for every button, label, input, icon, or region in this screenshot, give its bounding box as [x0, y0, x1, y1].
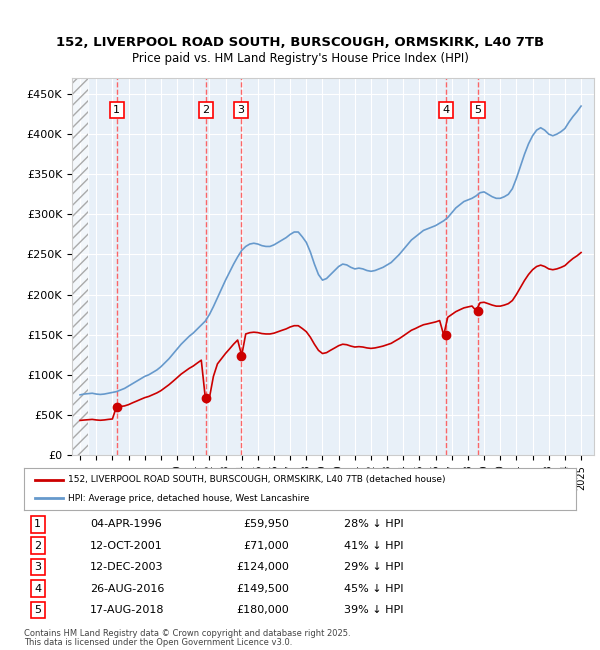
Text: £71,000: £71,000 [243, 541, 289, 551]
Text: 5: 5 [475, 105, 482, 115]
Text: 2: 2 [202, 105, 209, 115]
Text: £124,000: £124,000 [236, 562, 289, 572]
Text: Price paid vs. HM Land Registry's House Price Index (HPI): Price paid vs. HM Land Registry's House … [131, 52, 469, 65]
Text: 04-APR-1996: 04-APR-1996 [90, 519, 162, 529]
Text: £59,950: £59,950 [243, 519, 289, 529]
Text: 12-DEC-2003: 12-DEC-2003 [90, 562, 164, 572]
Text: 4: 4 [34, 584, 41, 593]
Text: 4: 4 [443, 105, 449, 115]
Text: 1: 1 [113, 105, 120, 115]
Text: 17-AUG-2018: 17-AUG-2018 [90, 605, 165, 615]
Text: 2: 2 [34, 541, 41, 551]
Text: HPI: Average price, detached house, West Lancashire: HPI: Average price, detached house, West… [68, 494, 310, 503]
Text: This data is licensed under the Open Government Licence v3.0.: This data is licensed under the Open Gov… [24, 638, 292, 647]
Text: 3: 3 [238, 105, 244, 115]
Text: £149,500: £149,500 [236, 584, 289, 593]
Bar [72, 78, 88, 455]
Text: 45% ↓ HPI: 45% ↓ HPI [344, 584, 404, 593]
Text: 152, LIVERPOOL ROAD SOUTH, BURSCOUGH, ORMSKIRK, L40 7TB: 152, LIVERPOOL ROAD SOUTH, BURSCOUGH, OR… [56, 36, 544, 49]
Text: 28% ↓ HPI: 28% ↓ HPI [344, 519, 404, 529]
Text: 12-OCT-2001: 12-OCT-2001 [90, 541, 163, 551]
Text: 3: 3 [34, 562, 41, 572]
Text: 5: 5 [34, 605, 41, 615]
Text: Contains HM Land Registry data © Crown copyright and database right 2025.: Contains HM Land Registry data © Crown c… [24, 629, 350, 638]
Text: 152, LIVERPOOL ROAD SOUTH, BURSCOUGH, ORMSKIRK, L40 7TB (detached house): 152, LIVERPOOL ROAD SOUTH, BURSCOUGH, OR… [68, 475, 446, 484]
Text: 26-AUG-2016: 26-AUG-2016 [90, 584, 164, 593]
Text: 1: 1 [34, 519, 41, 529]
Bar [72, 78, 88, 455]
Text: 41% ↓ HPI: 41% ↓ HPI [344, 541, 404, 551]
Text: 29% ↓ HPI: 29% ↓ HPI [344, 562, 404, 572]
Text: £180,000: £180,000 [236, 605, 289, 615]
Text: 39% ↓ HPI: 39% ↓ HPI [344, 605, 404, 615]
